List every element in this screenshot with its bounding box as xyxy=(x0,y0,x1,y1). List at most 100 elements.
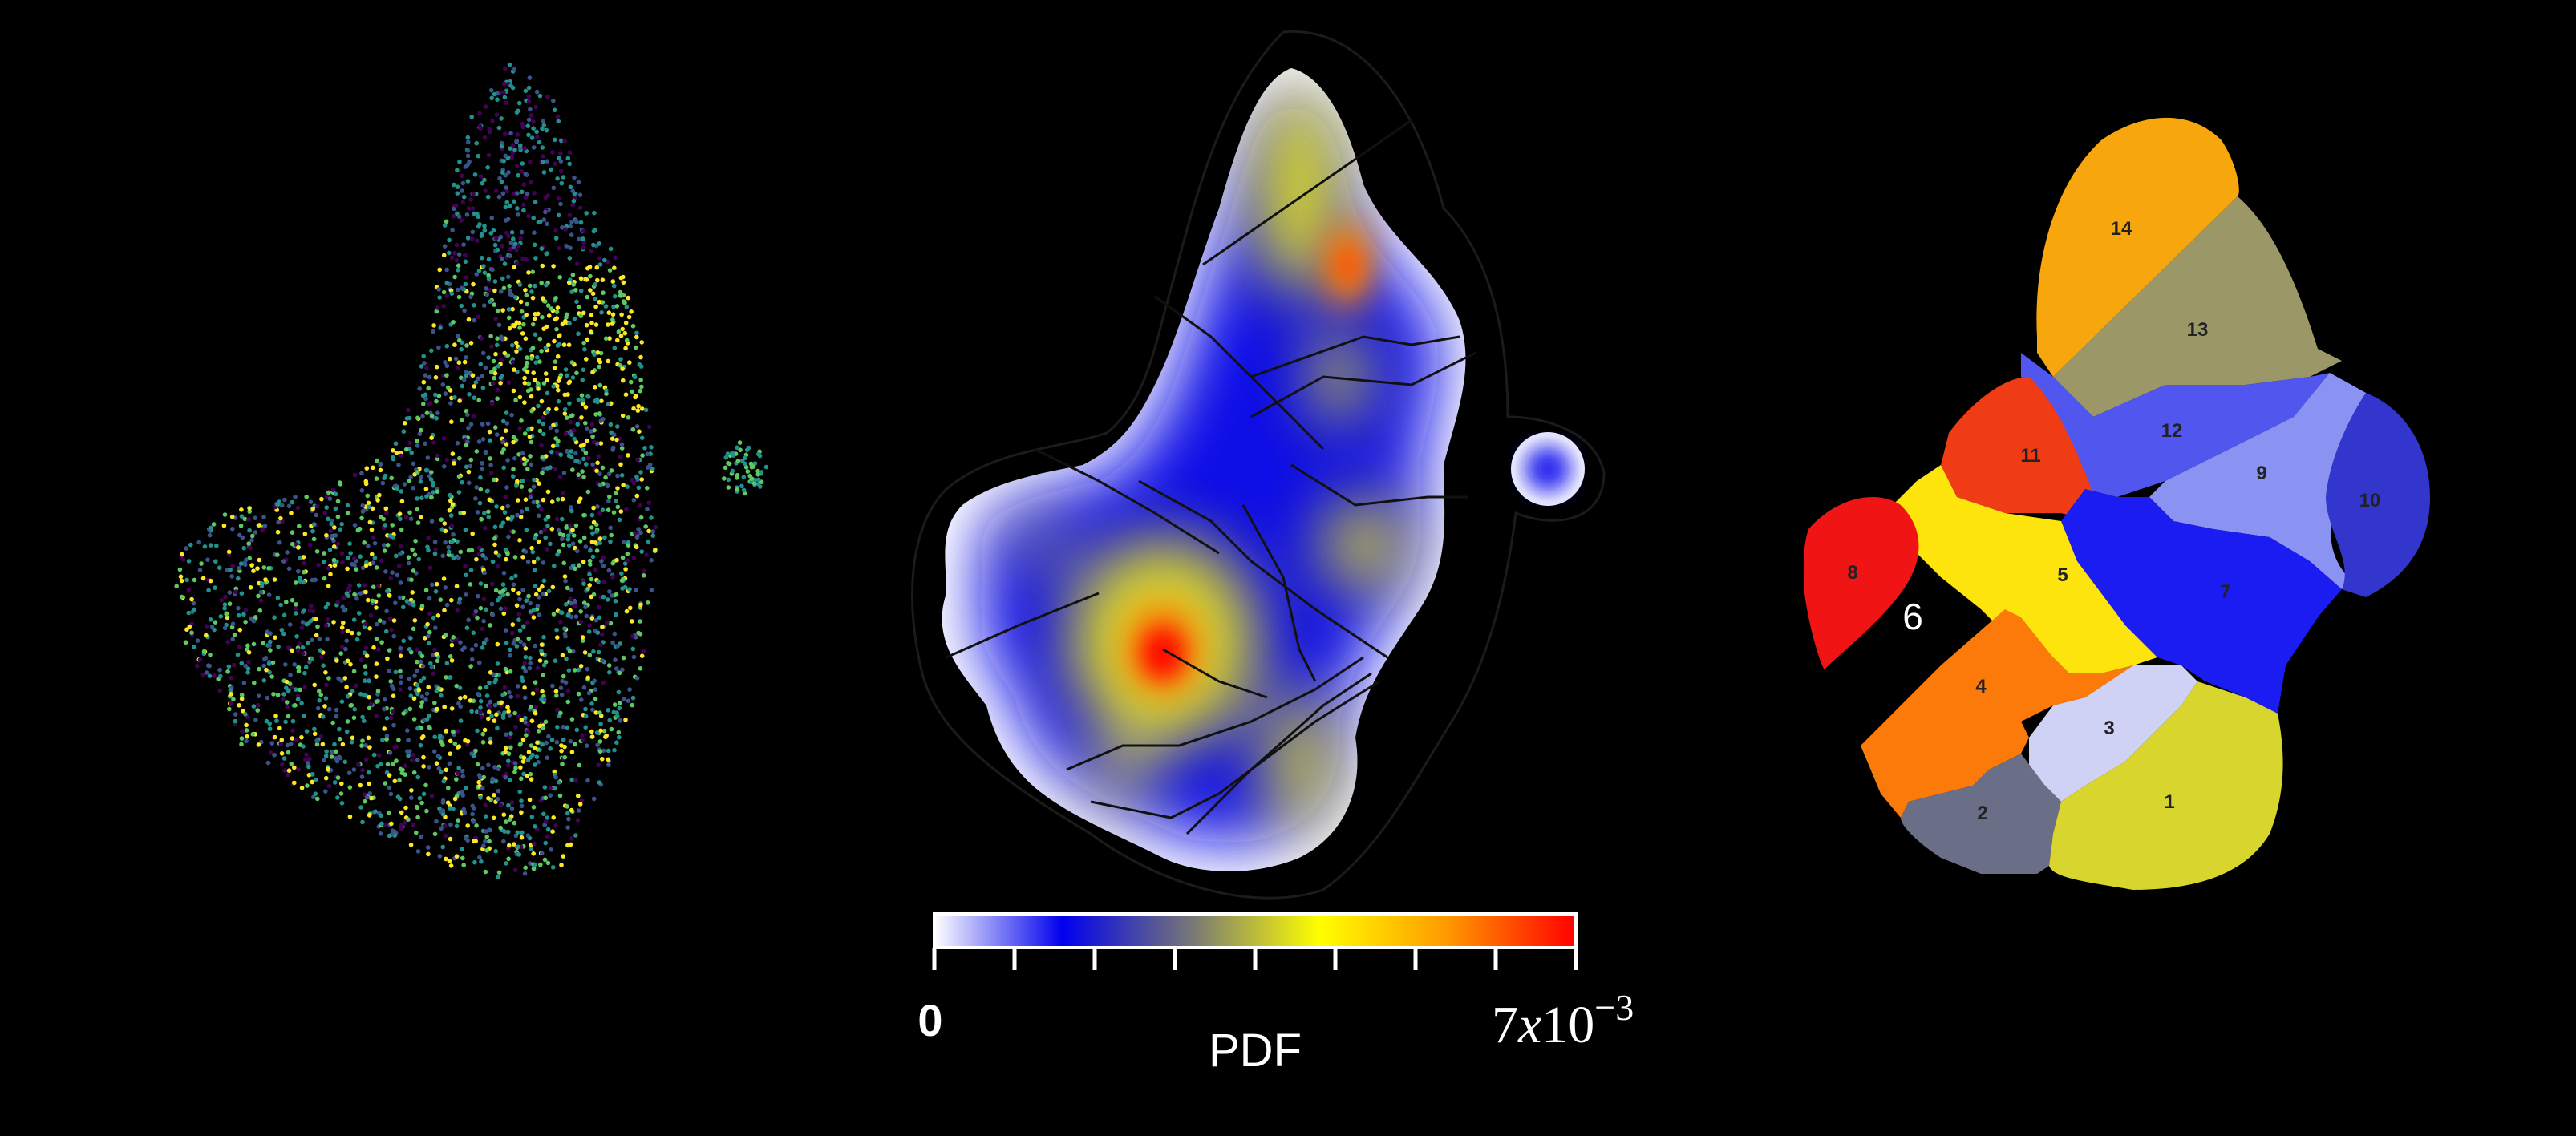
scatter-point xyxy=(535,740,540,745)
scatter-point xyxy=(522,381,528,386)
scatter-point xyxy=(647,462,653,467)
cluster-label-4: 4 xyxy=(1975,676,1987,697)
scatter-point xyxy=(608,422,614,427)
scatter-point xyxy=(560,496,565,502)
scatter-point xyxy=(529,394,534,399)
scatter-point xyxy=(582,650,588,655)
scatter-point xyxy=(572,316,577,321)
scatter-point xyxy=(639,406,645,411)
scatter-point xyxy=(244,722,249,728)
scatter-point xyxy=(516,612,522,617)
scatter-point xyxy=(501,812,507,817)
scatter-point xyxy=(321,560,326,564)
scatter-point xyxy=(630,619,634,624)
scatter-point xyxy=(286,503,292,509)
scatter-point xyxy=(411,568,416,573)
scatter-point xyxy=(429,470,434,475)
scatter-point xyxy=(544,740,549,746)
scatter-point xyxy=(541,119,545,124)
scatter-point xyxy=(493,188,499,193)
scatter-point xyxy=(456,263,461,269)
scatter-point xyxy=(339,645,345,649)
scatter-point xyxy=(579,697,584,702)
scatter-point xyxy=(638,364,644,369)
scatter-point xyxy=(233,712,238,717)
scatter-point xyxy=(524,257,529,262)
scatter-point xyxy=(242,516,248,522)
scatter-point xyxy=(509,800,515,805)
scatter-point xyxy=(197,568,203,572)
scatter-point xyxy=(592,352,597,357)
scatter-point xyxy=(539,349,544,354)
scatter-point xyxy=(420,664,426,669)
scatter-point xyxy=(613,491,618,496)
scatter-point xyxy=(541,296,545,301)
scatter-point xyxy=(470,373,476,378)
scatter-point xyxy=(423,467,429,473)
scatter-point xyxy=(360,565,366,571)
scatter-point xyxy=(638,530,643,536)
scatter-point xyxy=(510,514,515,519)
scatter-embedding-panel xyxy=(174,62,769,880)
scatter-point xyxy=(464,785,468,790)
scatter-point xyxy=(208,653,213,657)
scatter-point xyxy=(569,717,575,722)
scatter-point xyxy=(525,559,531,564)
scatter-point xyxy=(371,752,377,758)
scatter-point xyxy=(555,305,561,310)
scatter-point xyxy=(530,295,536,301)
scatter-point xyxy=(496,766,501,772)
scatter-point xyxy=(599,559,604,564)
scatter-point xyxy=(411,753,416,758)
scatter-point xyxy=(543,454,549,459)
scatter-point xyxy=(589,512,595,518)
scatter-point xyxy=(616,329,622,334)
scatter-point xyxy=(611,709,617,715)
scatter-point xyxy=(608,621,614,626)
scatter-point xyxy=(562,406,568,412)
scatter-point xyxy=(483,365,488,370)
scatter-point xyxy=(583,714,589,719)
scatter-point xyxy=(492,542,497,548)
scatter-point xyxy=(478,174,484,179)
scatter-point xyxy=(502,510,508,515)
scatter-point xyxy=(273,635,277,640)
scatter-point xyxy=(460,647,465,652)
scatter-point xyxy=(484,685,489,689)
scatter-point xyxy=(390,523,395,528)
scatter-point xyxy=(376,753,382,758)
scatter-point xyxy=(610,447,615,452)
scatter-point xyxy=(285,772,290,778)
scatter-point xyxy=(581,442,586,447)
scatter-point xyxy=(469,657,475,662)
scatter-point xyxy=(606,507,611,512)
scatter-point xyxy=(496,125,502,131)
scatter-point xyxy=(326,706,332,712)
scatter-point xyxy=(634,588,638,592)
scatter-point xyxy=(187,624,192,629)
scatter-point xyxy=(525,730,531,734)
scatter-point xyxy=(612,432,617,437)
scatter-point xyxy=(614,666,619,671)
scatter-point xyxy=(290,541,295,547)
scatter-point xyxy=(468,568,474,572)
scatter-point xyxy=(610,279,616,284)
scatter-point xyxy=(268,639,273,645)
cluster-label-5: 5 xyxy=(2057,564,2068,586)
scatter-point xyxy=(299,734,304,740)
scatter-point xyxy=(580,635,585,640)
scatter-point xyxy=(488,736,493,742)
scatter-point xyxy=(421,754,426,760)
scatter-point xyxy=(434,364,439,370)
scatter-point xyxy=(332,563,338,568)
scatter-point xyxy=(503,746,508,750)
scatter-point xyxy=(606,471,612,476)
scatter-point xyxy=(270,660,276,665)
scatter-point xyxy=(284,600,289,604)
scatter-point xyxy=(249,563,254,568)
scatter-point xyxy=(387,533,393,538)
scatter-point xyxy=(569,289,574,294)
scatter-point xyxy=(527,434,533,439)
scatter-point xyxy=(504,410,509,415)
scatter-point xyxy=(346,593,351,598)
